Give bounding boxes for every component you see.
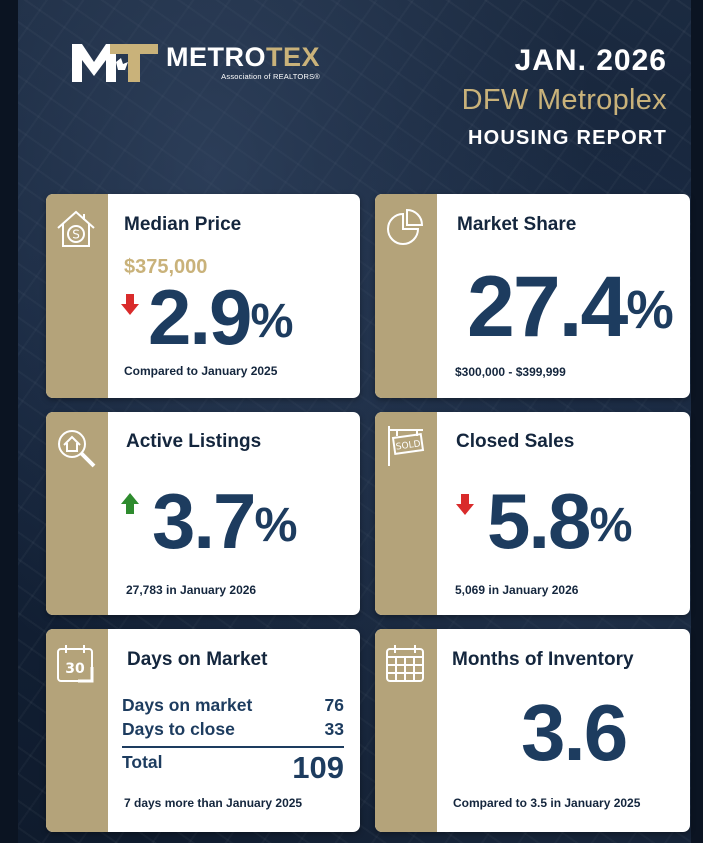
down-arrow-icon <box>121 294 139 315</box>
months-inventory-value: 3.6 <box>521 688 628 777</box>
total-label: Total <box>122 752 163 772</box>
median-price-title: Median Price <box>124 214 242 235</box>
sold-sign-icon: SOLD <box>388 426 425 466</box>
months-inventory-card: Months of Inventory 3.6 Compared to 3.5 … <box>375 629 690 832</box>
report-title: HOUSING REPORT <box>467 127 667 149</box>
active-listings-card: Active Listings 3.7% 27,783 in January 2… <box>46 412 360 615</box>
days-on-market-card: 30 Days on Market Days on market 76 Days… <box>46 629 360 832</box>
days-row-value: 33 <box>324 719 344 739</box>
logo-subtitle: Association of REALTORS® <box>221 72 321 81</box>
market-share-card: Market Share 27.4% $300,000 - $399,999 <box>375 194 690 398</box>
card-band <box>46 194 108 398</box>
calendar-30-icon: 30 <box>57 645 94 683</box>
logo-wordmark: METROTEX <box>166 42 321 72</box>
days-row: Days on market 76 <box>122 695 344 716</box>
days-row-label: Days to close <box>122 719 235 739</box>
days-row: Days to close 33 <box>122 719 344 740</box>
closed-sales-card: SOLD Closed Sales 5.8% 5,069 in January … <box>375 412 690 615</box>
report-region: DFW Metroplex <box>461 84 667 116</box>
up-arrow-icon <box>121 493 139 514</box>
market-share-value: 27.4% <box>467 259 674 355</box>
active-listings-change: 3.7% <box>152 477 298 565</box>
closed-sales-change: 5.8% <box>487 477 633 565</box>
days-row-value: 76 <box>324 695 344 715</box>
calendar-grid-icon <box>386 645 424 682</box>
active-listings-footnote: 27,783 in January 2026 <box>126 583 257 597</box>
median-price-card: S Median Price $375,000 2.9% Compared to… <box>46 194 360 398</box>
card-band <box>46 629 108 832</box>
months-inventory-title: Months of Inventory <box>452 649 634 670</box>
active-listings-title: Active Listings <box>126 431 262 452</box>
card-band <box>375 412 437 615</box>
market-share-footnote: $300,000 - $399,999 <box>455 365 566 379</box>
median-price-value: $375,000 <box>124 256 208 278</box>
svg-text:S: S <box>72 228 80 242</box>
total-value: 109 <box>292 750 344 785</box>
market-share-title: Market Share <box>457 214 577 235</box>
metrotex-logo-mark <box>72 44 158 82</box>
down-arrow-icon <box>456 494 474 515</box>
house-dollar-icon: S <box>57 210 95 247</box>
closed-sales-title: Closed Sales <box>456 431 575 452</box>
days-on-market-footnote: 7 days more than January 2025 <box>124 796 303 810</box>
right-edge <box>691 0 703 843</box>
total-divider <box>122 746 344 748</box>
report-date: JAN. 2026 <box>514 44 667 77</box>
days-row-label: Days on market <box>122 695 253 715</box>
svg-text:SOLD: SOLD <box>395 439 421 452</box>
closed-sales-footnote: 5,069 in January 2026 <box>455 583 579 597</box>
median-price-change: 2.9% <box>148 273 294 361</box>
pie-chart-icon <box>387 208 424 245</box>
svg-text:30: 30 <box>65 661 85 677</box>
months-inventory-footnote: Compared to 3.5 in January 2025 <box>453 796 641 810</box>
metrotex-logo: METROTEX Association of REALTORS® <box>70 40 320 84</box>
house-search-icon <box>58 430 96 468</box>
days-on-market-title: Days on Market <box>127 649 268 670</box>
left-edge <box>0 0 18 843</box>
median-price-footnote: Compared to January 2025 <box>124 364 278 378</box>
